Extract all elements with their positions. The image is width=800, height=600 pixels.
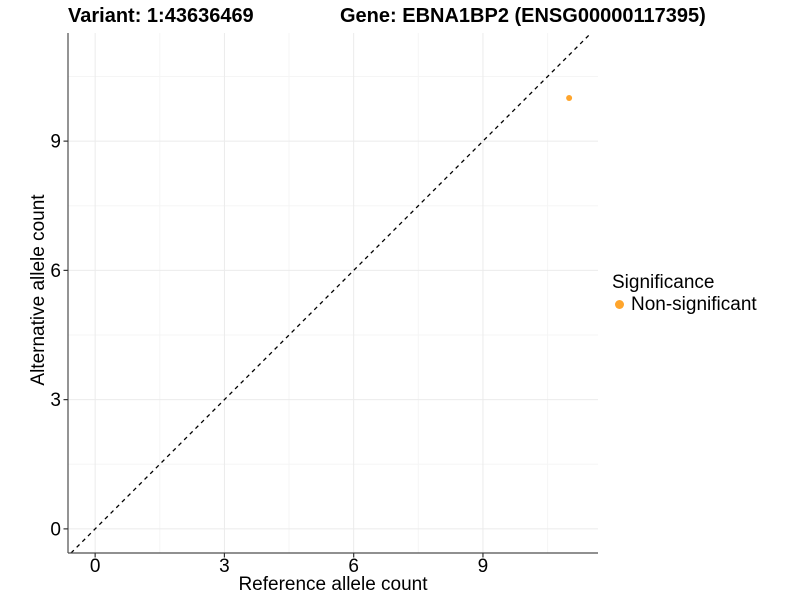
y-tick-label: 3 [50, 390, 61, 411]
legend: Significance Non-significant [612, 272, 757, 315]
x-tick-label: 6 [348, 556, 359, 577]
plot-title-gene: Gene: EBNA1BP2 (ENSG00000117395) [340, 5, 706, 27]
y-tick-label: 6 [50, 261, 61, 282]
plot-title-variant: Variant: 1:43636469 [68, 5, 254, 27]
x-tick-label: 9 [478, 556, 489, 577]
y-axis-title: Alternative allele count [28, 194, 49, 386]
y-tick-label: 9 [50, 132, 61, 153]
x-tick-label: 0 [90, 556, 101, 577]
legend-point-icon [615, 300, 624, 309]
y-tick-label: 0 [50, 519, 61, 540]
legend-item-label: Non-significant [631, 294, 757, 315]
legend-item: Non-significant [612, 294, 757, 315]
identity-dashed-line [70, 32, 592, 554]
legend-title: Significance [612, 272, 715, 293]
x-axis-title: Reference allele count [238, 574, 428, 595]
data-point [566, 95, 573, 102]
x-tick-label: 3 [219, 556, 230, 577]
